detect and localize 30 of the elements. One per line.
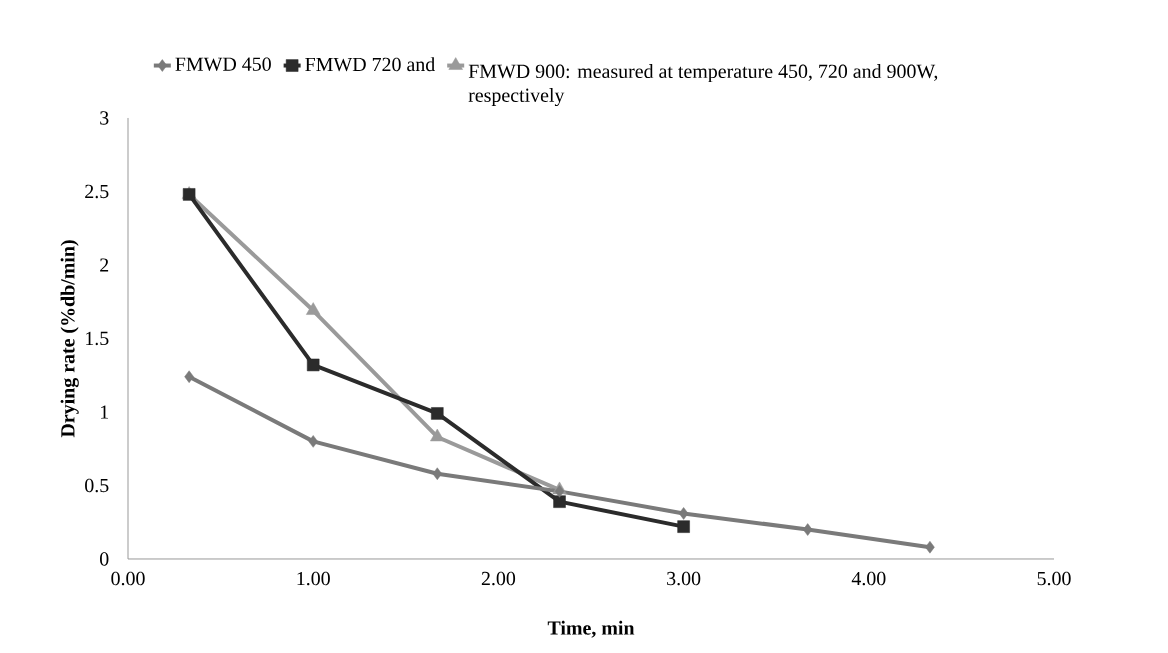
x-tick-label: 0.00	[111, 571, 145, 586]
y-tick-label: 3	[100, 111, 109, 125]
x-tick-label: 4.00	[851, 571, 886, 586]
point	[678, 507, 689, 520]
point	[306, 358, 320, 372]
x-axis-title: Time, min	[547, 620, 635, 638]
point	[431, 407, 444, 420]
y-axis-title: Drying rate (%db/min)	[60, 240, 79, 438]
point	[554, 485, 565, 498]
x-tick-label: 2.00	[481, 571, 516, 586]
y-tick-label: 2	[100, 258, 109, 272]
x-tick-label: 3.00	[667, 571, 701, 586]
x-tick-label: 5.00	[1037, 571, 1071, 586]
legend-label: FMWD 450	[175, 57, 271, 71]
point	[677, 520, 690, 533]
point	[306, 302, 321, 315]
y-tick-label: 1	[101, 405, 109, 419]
y-tick-label: 2.5	[85, 184, 109, 199]
point	[308, 435, 318, 448]
point	[430, 428, 445, 442]
y-tick-label: 1.5	[86, 331, 109, 346]
point	[553, 495, 566, 508]
x-tick-label: 1.00	[297, 571, 330, 586]
point	[925, 541, 935, 554]
point	[432, 467, 443, 480]
legend-label: FMWD 720 and	[305, 57, 435, 72]
y-tick-label: 0	[100, 552, 109, 566]
point	[184, 370, 194, 383]
legend-label: FMWD 900: measured at temperature 450, 720 and 900W, respectively	[468, 64, 938, 107]
y-tick-label: 0.5	[85, 478, 109, 493]
